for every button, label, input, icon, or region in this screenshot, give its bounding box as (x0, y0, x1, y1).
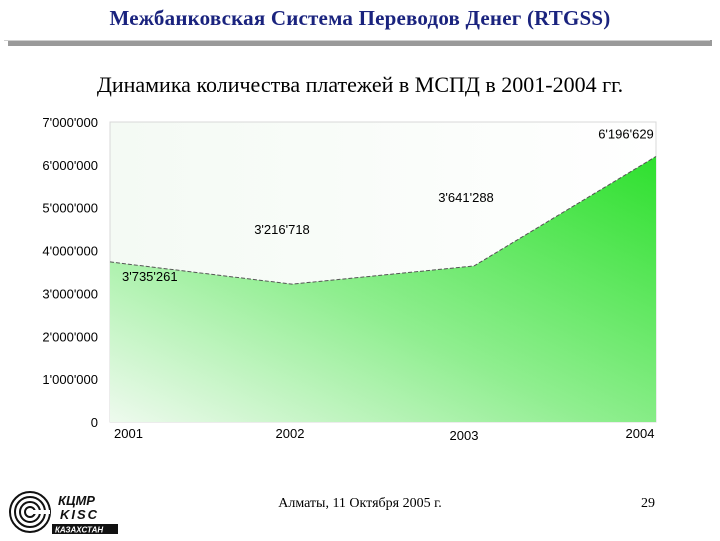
x-tick-label: 2003 (450, 428, 479, 443)
y-tick-label: 3'000'000 (42, 286, 98, 301)
spiral-emblem-icon (10, 492, 50, 532)
page-number: 29 (628, 496, 668, 512)
logo-line3: КАЗАХСТАН (55, 526, 103, 535)
y-tick-label: 0 (91, 415, 98, 430)
kisc-logo: КЦМР KISC КАЗАХСТАН (6, 488, 122, 536)
logo-line1: КЦМР (58, 493, 95, 508)
y-tick-label: 2'000'000 (42, 329, 98, 344)
data-label: 3'641'288 (438, 190, 494, 205)
y-axis: 0 1'000'000 2'000'000 3'000'000 4'000'000 5'0… (42, 115, 98, 430)
y-tick-label: 4'000'000 (42, 244, 98, 259)
x-tick-label: 2002 (276, 426, 305, 441)
y-tick-label: 6'000'000 (42, 158, 98, 173)
y-tick-label: 5'000'000 (42, 201, 98, 216)
x-tick-label: 2001 (114, 426, 143, 441)
data-label: 3'735'261 (122, 269, 178, 284)
data-label: 3'216'718 (254, 222, 310, 237)
y-tick-label: 1'000'000 (42, 372, 98, 387)
footer-location-date: Алматы, 11 Октября 2005 г. (240, 496, 480, 512)
logo-line2: KISC (60, 507, 99, 522)
y-tick-label: 7'000'000 (42, 115, 98, 130)
x-axis: 2001 2002 2003 2004 (114, 426, 654, 443)
x-tick-label: 2004 (626, 426, 655, 441)
data-label: 6'196'629 (598, 126, 654, 141)
